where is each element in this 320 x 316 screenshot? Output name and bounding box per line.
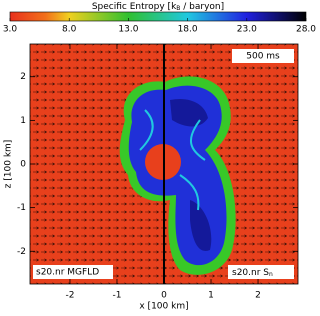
y-axis-label: z [100 km] bbox=[4, 140, 14, 189]
model-label: s20.nr Sn bbox=[232, 268, 273, 278]
colorbar-tick-label: 8.0 bbox=[62, 25, 77, 35]
x-tick-label: -2 bbox=[65, 291, 74, 301]
x-tick-label: 0 bbox=[161, 291, 167, 301]
label-box bbox=[33, 265, 113, 279]
x-tick-label: 2 bbox=[255, 291, 261, 301]
label-box bbox=[232, 49, 294, 63]
x-tick-label: -1 bbox=[112, 291, 121, 301]
y-tick-label: 0 bbox=[20, 160, 26, 170]
y-tick-label: 1 bbox=[20, 116, 26, 126]
colorbar-tick-label: 3.0 bbox=[3, 25, 18, 35]
label-box bbox=[228, 265, 294, 279]
y-tick-label: -2 bbox=[17, 247, 26, 257]
x-axis-label: x [100 km] bbox=[139, 302, 188, 312]
time-label: 500 ms bbox=[246, 52, 280, 62]
colorbar-tick-label: 18.0 bbox=[178, 25, 198, 35]
colorbar bbox=[9, 11, 307, 22]
colorbar-tick-label: 23.0 bbox=[237, 25, 257, 35]
field bbox=[30, 44, 298, 284]
y-tick-label: 2 bbox=[20, 72, 26, 82]
colorbar-tick-label: 13.0 bbox=[118, 25, 138, 35]
colorbar-tick-label: 28.0 bbox=[296, 25, 316, 35]
y-tick-label: -1 bbox=[17, 203, 26, 213]
x-tick-label: 1 bbox=[208, 291, 214, 301]
model-label: s20.nr MGFLD bbox=[36, 268, 99, 278]
chart-title: Specific Entropy [kB / baryon] bbox=[92, 2, 224, 12]
